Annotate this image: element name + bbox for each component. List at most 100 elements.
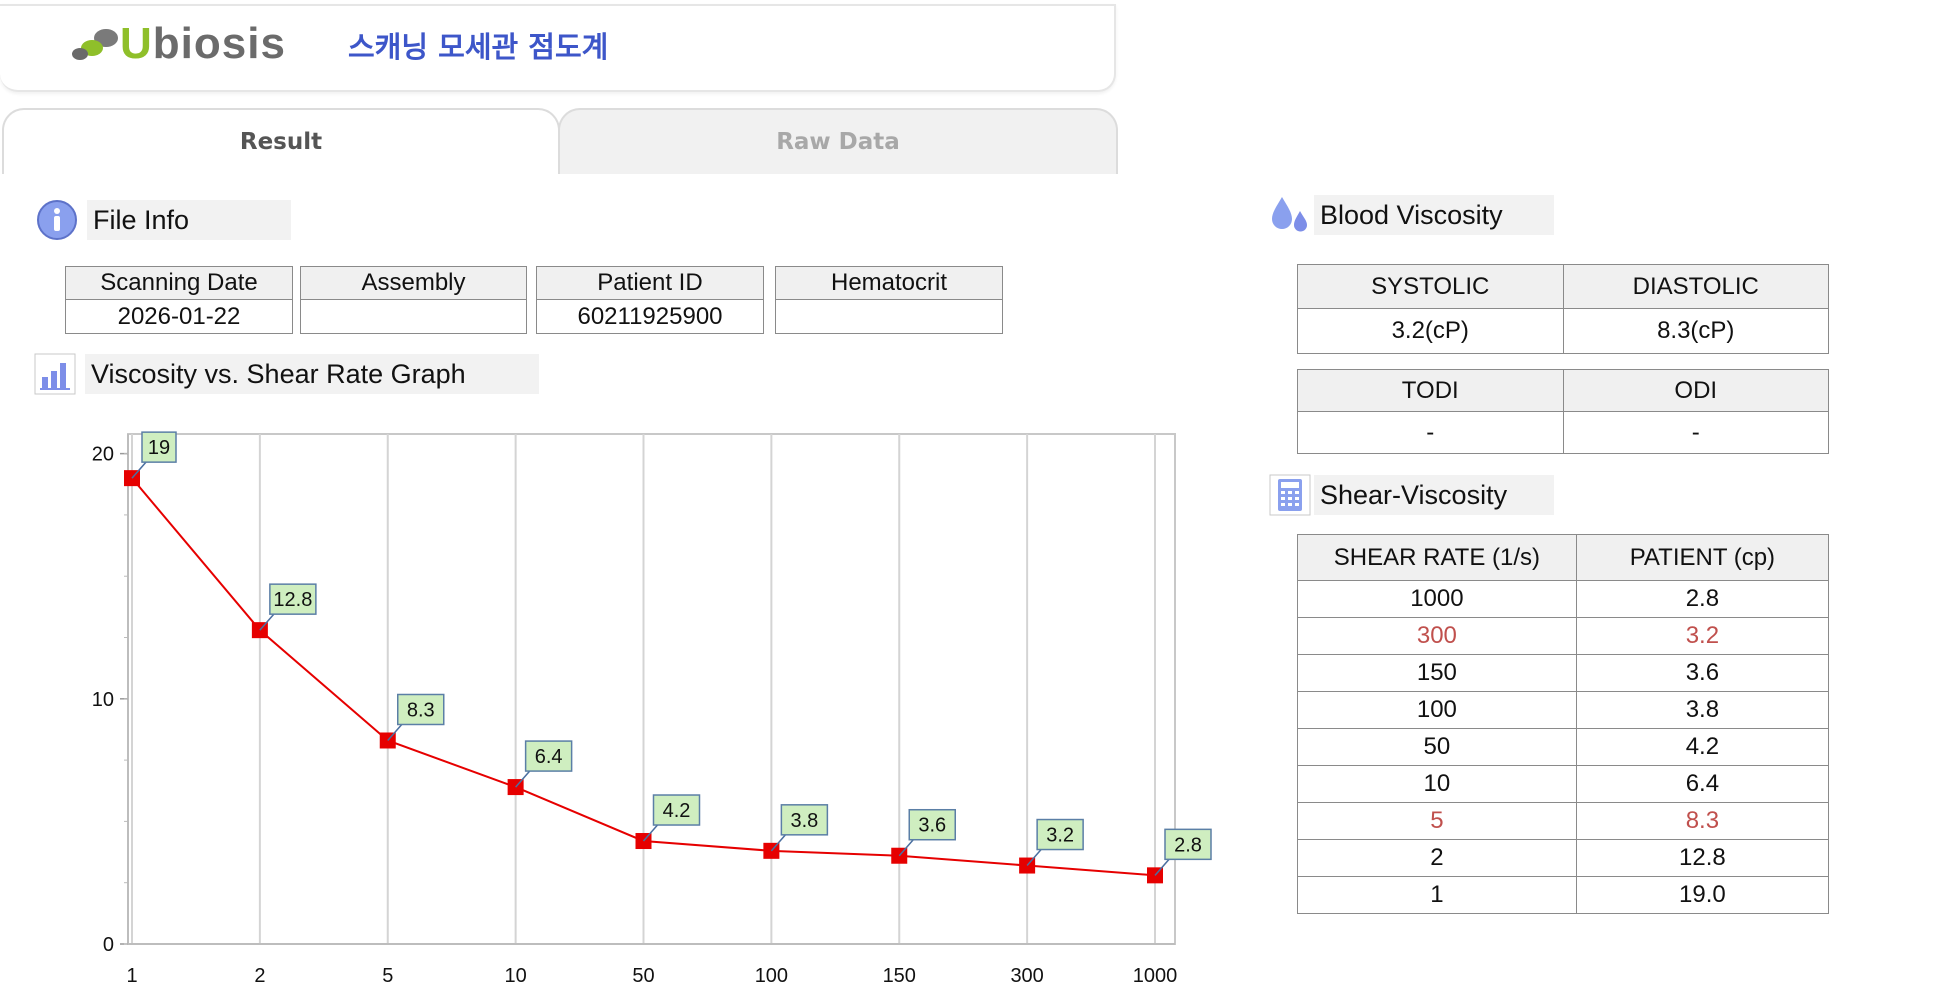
- data-label-leader: [131, 461, 147, 479]
- patient-cell: 2.8: [1575, 580, 1830, 618]
- calculator-icon: [1268, 473, 1312, 517]
- diastolic-value: 8.3(cP): [1562, 308, 1829, 354]
- logo-u: U: [120, 19, 153, 68]
- x-tick-label: 150: [883, 965, 916, 987]
- shear-rate-cell: 10: [1297, 765, 1577, 803]
- data-label-box: [524, 740, 573, 772]
- tab-raw-data[interactable]: Raw Data: [558, 108, 1118, 174]
- data-label-box: [908, 808, 956, 841]
- y-tick-label: 0: [103, 934, 114, 956]
- info-icon: [35, 198, 79, 242]
- data-label-box: [397, 693, 445, 726]
- app-title: 스캐닝 모세관 점도계: [348, 30, 609, 64]
- shear-viscosity-header: Shear-Viscosity: [1268, 473, 1554, 517]
- file-info-hematocrit: Hematocrit: [775, 266, 1003, 334]
- patient-header: PATIENT (cp): [1575, 534, 1830, 581]
- shear-rate-cell: 2: [1297, 839, 1577, 877]
- x-tick-label: 5: [382, 965, 393, 987]
- x-tick-label: 10: [505, 965, 527, 987]
- logo-mark-icon: [72, 29, 118, 60]
- data-label: 8.3: [407, 699, 435, 721]
- plot-area: [127, 433, 1176, 945]
- data-label: 2.8: [1174, 834, 1202, 856]
- data-label-leader: [770, 834, 786, 852]
- x-tick-label: 300: [1010, 965, 1043, 987]
- logo: Ubiosis: [70, 19, 286, 69]
- patient-cell: 3.8: [1575, 691, 1830, 729]
- table-row: 50 4.2: [1297, 728, 1830, 766]
- file-info-header: File Info: [35, 198, 291, 242]
- data-label-leader: [642, 824, 659, 842]
- viscosity-shear-chart: 0 10 20 1 2 5 10 50 100 150 300 1000 19 12.8 8.3 6.4 4.2…: [92, 431, 1212, 987]
- column-header: Scanning Date: [66, 267, 292, 300]
- column-header: Hematocrit: [776, 267, 1002, 300]
- patient-cell: 12.8: [1575, 839, 1830, 877]
- bar-chart-icon: [33, 352, 77, 396]
- data-label: 3.8: [790, 810, 818, 832]
- shear-rate-cell: 300: [1297, 617, 1577, 655]
- shear-viscosity-table: SHEAR RATE (1/s) PATIENT (cp) 1000 2.8 300…: [1297, 534, 1830, 914]
- x-tick-label: 50: [632, 965, 654, 987]
- shear-rate-cell: 1: [1297, 876, 1577, 914]
- data-label-box: [141, 431, 177, 463]
- shear-rate-header: SHEAR RATE (1/s): [1297, 534, 1577, 581]
- shear-rate-cell: 150: [1297, 654, 1577, 692]
- data-label-leader: [259, 613, 275, 631]
- column-header: Patient ID: [537, 267, 763, 300]
- file-info-scanning-date: Scanning Date 2026-01-22: [65, 266, 293, 334]
- patient-cell: 6.4: [1575, 765, 1830, 803]
- logo-text: Ubiosis: [120, 19, 286, 69]
- odi-value: -: [1562, 411, 1829, 454]
- graph-header: Viscosity vs. Shear Rate Graph: [33, 352, 539, 396]
- odi-label: ODI: [1562, 369, 1829, 412]
- patient-cell: 3.6: [1575, 654, 1830, 692]
- data-label-box: [780, 804, 829, 836]
- x-tick-label: 1000: [1133, 965, 1178, 987]
- blood-viscosity-title: Blood Viscosity: [1314, 195, 1554, 235]
- data-label-box: [1036, 818, 1084, 851]
- shear-rate-cell: 50: [1297, 728, 1577, 766]
- data-label: 3.6: [918, 815, 946, 837]
- column-value: [776, 300, 1002, 333]
- table-row: 1000 2.8: [1297, 580, 1830, 618]
- table-row: 2 12.8: [1297, 839, 1830, 877]
- x-tick-label: 1: [126, 965, 137, 987]
- column-value: 2026-01-22: [117, 302, 241, 330]
- systolic-label: SYSTOLIC: [1297, 264, 1564, 309]
- systolic-value: 3.2(cP): [1297, 308, 1564, 354]
- file-info-patient-id: Patient ID 60211925900: [536, 266, 764, 334]
- blood-viscosity-table: SYSTOLIC DIASTOLIC 3.2(cP) 8.3(cP): [1297, 264, 1829, 354]
- shear-viscosity-title: Shear-Viscosity: [1314, 475, 1554, 515]
- table-row: 100 3.8: [1297, 691, 1830, 729]
- table-row: 300 3.2: [1297, 617, 1830, 655]
- data-label: 4.2: [663, 800, 691, 822]
- x-tick-label: 2: [254, 965, 265, 987]
- column-value: 60211925900: [577, 302, 723, 330]
- data-label-leader: [1026, 849, 1042, 867]
- column-value: [301, 300, 526, 333]
- table-row: 10 6.4: [1297, 765, 1830, 803]
- data-label-leader: [515, 770, 531, 788]
- file-info-assembly: Assembly: [300, 266, 527, 334]
- drops-icon: [1268, 193, 1312, 237]
- column-header: Assembly: [301, 267, 526, 300]
- data-label-box: [652, 794, 701, 826]
- blood-viscosity-header: Blood Viscosity: [1268, 193, 1554, 237]
- table-row: 5 8.3: [1297, 802, 1830, 840]
- data-label-leader: [1154, 858, 1170, 876]
- tab-result[interactable]: Result: [2, 108, 560, 174]
- graph-title: Viscosity vs. Shear Rate Graph: [85, 354, 539, 394]
- shear-rate-cell: 1000: [1297, 580, 1577, 618]
- data-label: 3.2: [1046, 825, 1074, 847]
- patient-cell: 4.2: [1575, 728, 1830, 766]
- data-label-leader: [898, 839, 914, 857]
- x-tick-label: 100: [755, 965, 788, 987]
- file-info-title: File Info: [87, 200, 291, 240]
- data-label: 6.4: [535, 746, 563, 768]
- patient-cell: 8.3: [1575, 802, 1830, 840]
- y-tick-label: 20: [92, 444, 114, 466]
- data-label: 19: [148, 437, 170, 459]
- diastolic-label: DIASTOLIC: [1562, 264, 1829, 309]
- patient-cell: 19.0: [1575, 876, 1830, 914]
- app-header: [0, 4, 1116, 92]
